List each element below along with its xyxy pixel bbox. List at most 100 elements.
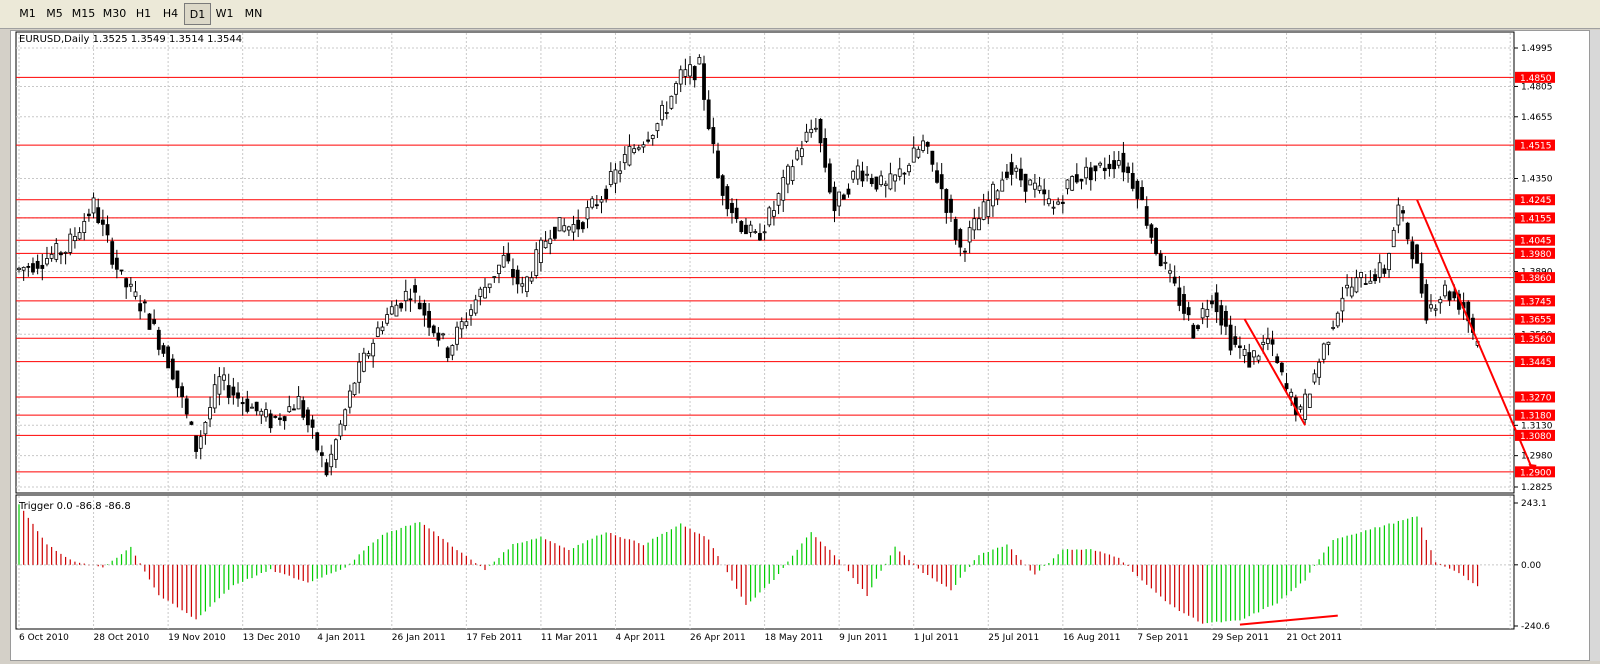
candle-body bbox=[1326, 341, 1331, 345]
level-price-label: 1.4245 bbox=[1520, 196, 1552, 206]
candle-body bbox=[492, 276, 497, 278]
candle-body bbox=[105, 224, 110, 236]
candle-body bbox=[254, 401, 259, 412]
level-price-tag bbox=[1515, 212, 1555, 224]
candle-body bbox=[124, 278, 129, 288]
candle-body bbox=[734, 207, 739, 220]
candle-body bbox=[1289, 391, 1294, 398]
candle-body bbox=[1116, 160, 1121, 166]
candle-body bbox=[473, 299, 478, 314]
price-trendline[interactable] bbox=[1243, 318, 1307, 426]
candle-body bbox=[571, 224, 576, 233]
timeframe-m30-button[interactable]: M30 bbox=[102, 7, 127, 20]
candle-body bbox=[250, 406, 254, 409]
y-tick-label: 1.3130 bbox=[1521, 421, 1553, 431]
candle-body bbox=[753, 231, 758, 234]
candle-body bbox=[310, 419, 315, 428]
candle-body bbox=[1032, 182, 1037, 190]
candle-body bbox=[585, 207, 590, 220]
candle-body bbox=[995, 190, 1000, 200]
candle-body bbox=[841, 194, 846, 200]
candle-body bbox=[385, 314, 390, 324]
candle-body bbox=[991, 183, 995, 207]
timeframe-w1-button[interactable]: W1 bbox=[215, 7, 234, 20]
candle-body bbox=[1345, 284, 1349, 289]
x-tick-label: 26 Jan 2011 bbox=[392, 633, 446, 643]
candle-body bbox=[133, 291, 138, 297]
timeframe-m15-button[interactable]: M15 bbox=[71, 7, 96, 20]
candle-body bbox=[1233, 336, 1238, 345]
candle-body bbox=[604, 188, 609, 200]
chart-window[interactable]: 6 Oct 2010 28 Oct 2010 19 Nov 2010 13 Dec 2… bbox=[10, 30, 1590, 661]
candle-body bbox=[1270, 339, 1275, 345]
candle-body bbox=[921, 140, 925, 151]
timeframe-m5-button[interactable]: M5 bbox=[46, 7, 63, 20]
candle-body bbox=[100, 219, 105, 225]
timeframe-d1-button[interactable]: D1 bbox=[184, 3, 211, 25]
candle-body bbox=[1224, 310, 1228, 327]
indicator-y-tick-label: 243.1 bbox=[1521, 499, 1547, 509]
candle-body bbox=[879, 175, 883, 186]
x-tick-label: 9 Jun 2011 bbox=[839, 633, 887, 643]
x-tick-label: 21 Oct 2011 bbox=[1287, 633, 1343, 643]
candle-body bbox=[1130, 173, 1135, 189]
candle-body bbox=[944, 189, 949, 213]
candle-body bbox=[720, 175, 725, 196]
candle-body bbox=[1424, 284, 1429, 321]
candle-body bbox=[683, 69, 688, 77]
candle-body bbox=[1419, 263, 1424, 294]
candle-body bbox=[501, 254, 506, 268]
candle-body bbox=[1373, 274, 1377, 282]
level-price-tag bbox=[1515, 466, 1555, 478]
price-trendline[interactable] bbox=[1416, 199, 1535, 473]
x-tick-label: 16 Aug 2011 bbox=[1063, 633, 1121, 643]
candle-body bbox=[529, 277, 534, 282]
level-price-label: 1.3860 bbox=[1520, 274, 1552, 284]
candle-body bbox=[273, 416, 278, 418]
candle-body bbox=[539, 239, 543, 263]
candle-body bbox=[1354, 277, 1359, 293]
level-price-tag bbox=[1515, 429, 1555, 441]
candle-body bbox=[1433, 308, 1438, 311]
level-price-tag bbox=[1515, 332, 1555, 344]
candle-body bbox=[986, 200, 991, 217]
candle-body bbox=[897, 168, 902, 177]
candle-body bbox=[1000, 179, 1005, 192]
level-price-label: 1.2900 bbox=[1520, 468, 1552, 478]
candle-body bbox=[846, 188, 851, 195]
timeframe-m1-button[interactable]: M1 bbox=[19, 7, 36, 20]
candle-body bbox=[1317, 361, 1322, 378]
candle-body bbox=[599, 199, 604, 203]
indicator-trendline[interactable] bbox=[1239, 614, 1338, 626]
candle-body bbox=[1023, 173, 1028, 192]
candle-body bbox=[580, 222, 585, 230]
candle-body bbox=[1056, 201, 1061, 205]
y-tick-label: 1.4805 bbox=[1521, 82, 1553, 92]
candle-body bbox=[1219, 305, 1224, 326]
level-price-tag bbox=[1515, 194, 1555, 206]
y-tick-label: 1.4350 bbox=[1521, 174, 1553, 184]
level-price-label: 1.3655 bbox=[1520, 316, 1552, 326]
candle-body bbox=[1275, 356, 1280, 364]
level-price-label: 1.4850 bbox=[1520, 74, 1552, 84]
candle-body bbox=[189, 421, 194, 425]
timeframe-mn-button[interactable]: MN bbox=[244, 7, 263, 20]
candle-body bbox=[1340, 297, 1345, 312]
candle-body bbox=[627, 145, 632, 166]
right-scroll-area[interactable] bbox=[1590, 30, 1600, 661]
timeframe-h4-button[interactable]: H4 bbox=[162, 7, 179, 20]
candle-body bbox=[1214, 292, 1219, 313]
candle-body bbox=[958, 229, 963, 248]
candle-body bbox=[692, 66, 697, 81]
level-price-tag bbox=[1515, 409, 1555, 421]
candle-body bbox=[73, 236, 77, 242]
candle-body bbox=[1405, 222, 1410, 240]
candle-body bbox=[194, 435, 198, 452]
candle-body bbox=[40, 264, 45, 269]
candle-body bbox=[1335, 312, 1340, 327]
timeframe-h1-button[interactable]: H1 bbox=[135, 7, 152, 20]
candle-body bbox=[441, 333, 445, 336]
candle-body bbox=[371, 342, 376, 357]
chart-canvas[interactable]: 6 Oct 2010 28 Oct 2010 19 Nov 2010 13 Dec 2… bbox=[11, 31, 1589, 660]
candle-body bbox=[389, 306, 394, 315]
